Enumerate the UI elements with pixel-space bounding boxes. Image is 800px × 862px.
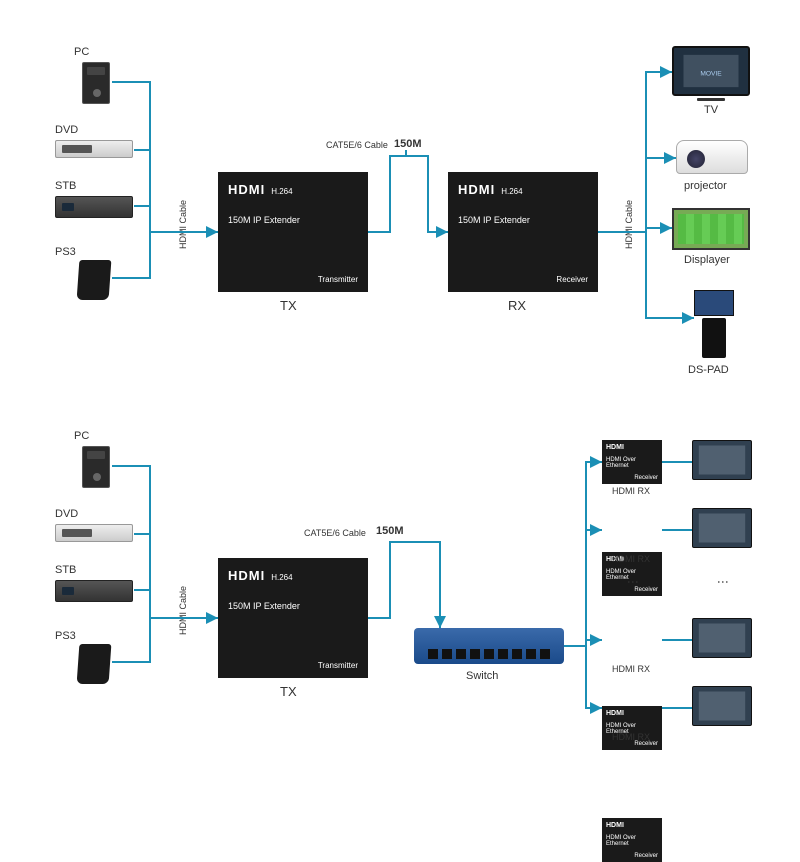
- tv-mini-4: [692, 686, 752, 726]
- rx-mini-4: HDMI HDMI Over Ethernet Receiver: [602, 818, 662, 862]
- tx-role: Transmitter: [318, 275, 358, 284]
- dspad-device: [694, 290, 734, 360]
- rx-mini-2-label: HDMI RX: [612, 554, 650, 564]
- stb-device: [55, 196, 133, 218]
- hdmi-cable-label-right-top: HDMI Cable: [624, 200, 634, 249]
- stb-label-2: STB: [55, 564, 76, 576]
- dots-left: ⋮: [626, 576, 640, 590]
- tv-mini-1: [692, 440, 752, 480]
- stb-device-2: [55, 580, 133, 602]
- tx-brand: HDMI: [228, 182, 265, 197]
- tv-device: [672, 46, 750, 101]
- tx-label: TX: [280, 298, 297, 313]
- projector-label: projector: [684, 180, 727, 192]
- pc-label: PC: [74, 46, 89, 58]
- tx-label-2: TX: [280, 684, 297, 699]
- tx-model: 150M IP Extender: [228, 215, 358, 225]
- tx-model-2: 150M IP Extender: [228, 601, 358, 611]
- rx-mini-4-label: HDMI RX: [612, 732, 650, 742]
- dvd-device: [55, 140, 133, 158]
- stb-label: STB: [55, 180, 76, 192]
- dvd-label-2: DVD: [55, 508, 78, 520]
- cat-length-bottom: 150M: [376, 525, 404, 537]
- tx-codec: H.264: [271, 187, 292, 196]
- pc-device-2: [82, 446, 110, 488]
- dots-right: ⋮: [716, 576, 730, 590]
- rx-mini-1-label: HDMI RX: [612, 486, 650, 496]
- tx-brand-2: HDMI: [228, 568, 265, 583]
- ps3-label: PS3: [55, 246, 76, 258]
- displayer-label: Displayer: [684, 254, 730, 266]
- switch-label: Switch: [466, 670, 498, 682]
- hdmi-cable-label-left-bottom: HDMI Cable: [178, 586, 188, 635]
- tx-extender-box: HDMI H.264 150M IP Extender Transmitter: [218, 172, 368, 292]
- tv-mini-3: [692, 618, 752, 658]
- projector-device: [676, 140, 748, 174]
- rx-mini-1-line2: HDMI Over Ethernet: [606, 457, 658, 469]
- rx-model: 150M IP Extender: [458, 215, 588, 225]
- ps3-device-2: [78, 644, 110, 684]
- rx-label: RX: [508, 298, 526, 313]
- cat-length-top: 150M: [394, 138, 422, 150]
- hdmi-cable-label-left-top: HDMI Cable: [178, 200, 188, 249]
- ps3-device: [78, 260, 110, 300]
- dvd-device-2: [55, 524, 133, 542]
- tv-mini-2: [692, 508, 752, 548]
- dspad-label: DS-PAD: [688, 364, 729, 376]
- rx-mini-3: HDMI HDMI Over Ethernet Receiver: [602, 706, 662, 750]
- ps3-label-2: PS3: [55, 630, 76, 642]
- pc-device: [82, 62, 110, 104]
- cat-cable-label-top: CAT5E/6 Cable: [326, 140, 388, 150]
- pc-label-2: PC: [74, 430, 89, 442]
- rx-mini-3-label: HDMI RX: [612, 664, 650, 674]
- rx-mini-1-role: Receiver: [634, 475, 658, 481]
- rx-role: Receiver: [556, 275, 588, 284]
- cat-cable-label-bottom: CAT5E/6 Cable: [304, 528, 366, 538]
- rx-brand: HDMI: [458, 182, 495, 197]
- tx-extender-box-2: HDMI H.264 150M IP Extender Transmitter: [218, 558, 368, 678]
- displayer-device: [672, 208, 750, 250]
- tx-codec-2: H.264: [271, 573, 292, 582]
- switch-device: [414, 628, 564, 664]
- rx-mini-1-brand: HDMI: [606, 444, 658, 451]
- tv-label: TV: [704, 104, 718, 116]
- rx-codec: H.264: [501, 187, 522, 196]
- rx-mini-1: HDMI HDMI Over Ethernet Receiver: [602, 440, 662, 484]
- tx-role-2: Transmitter: [318, 661, 358, 670]
- rx-extender-box: HDMI H.264 150M IP Extender Receiver: [448, 172, 598, 292]
- dvd-label: DVD: [55, 124, 78, 136]
- wiring-diagram: [0, 0, 800, 800]
